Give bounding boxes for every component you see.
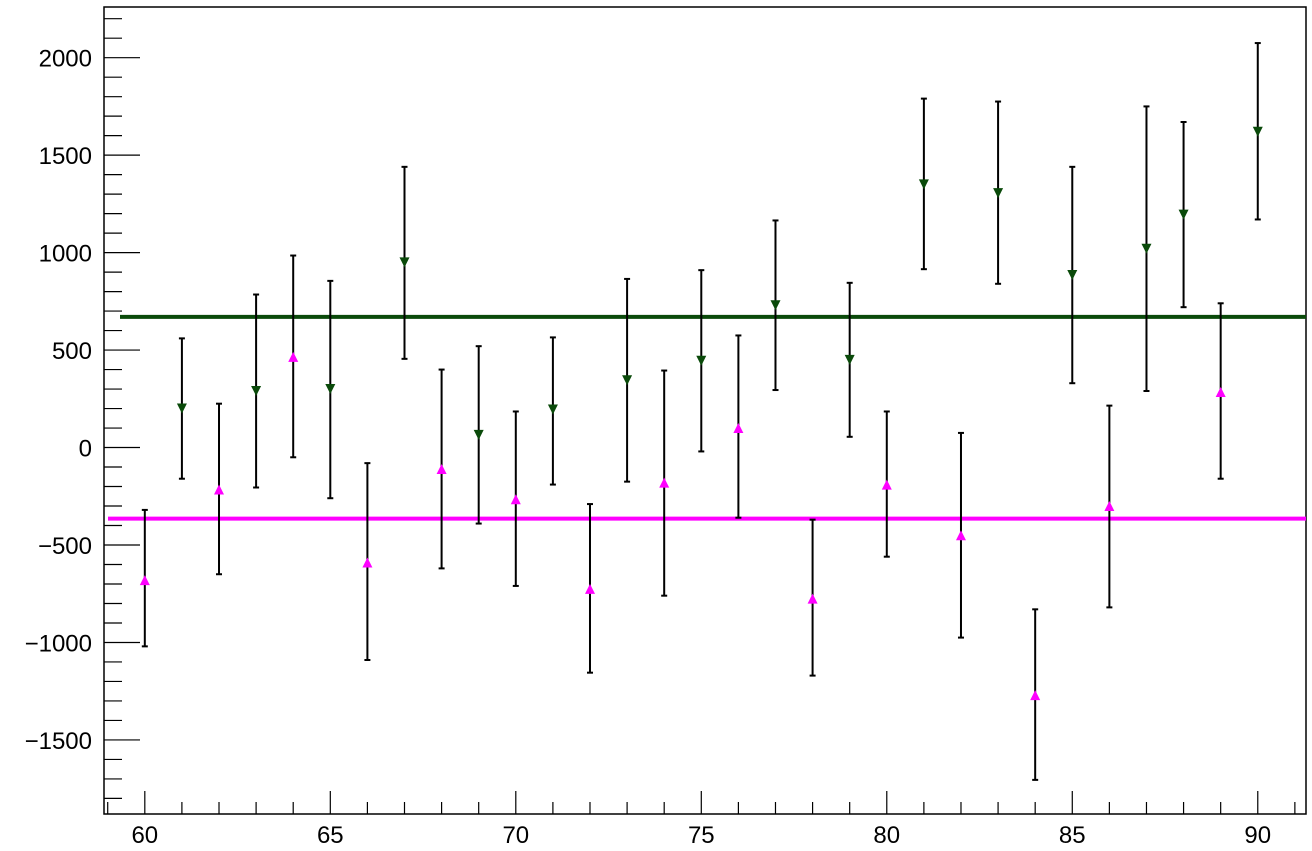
data-point-marker (696, 355, 707, 366)
x-tick-label: 75 (688, 822, 715, 849)
y-tick-label: 0 (79, 436, 92, 463)
y-tick-label: −1000 (25, 630, 92, 657)
y-tick-label: 500 (52, 338, 92, 365)
x-tick-label: 90 (1244, 822, 1271, 849)
y-tick-label: −500 (38, 533, 92, 560)
data-point-marker (733, 423, 744, 434)
y-tick-label: 1500 (39, 143, 92, 170)
y-tick-label: 1000 (39, 241, 92, 268)
error-bars (141, 42, 1261, 781)
x-tick-label: 60 (131, 822, 158, 849)
y-tick-label: −1500 (25, 728, 92, 755)
data-point-marker (176, 403, 187, 414)
data-point-marker (1215, 386, 1226, 397)
data-point-marker (1141, 243, 1152, 254)
data-point-marker (362, 557, 373, 568)
data-point-marker (1067, 270, 1078, 281)
data-point-marker (881, 479, 892, 490)
data-point-marker (139, 575, 150, 586)
data-point-marker (510, 494, 521, 505)
data-point-marker (399, 257, 410, 268)
x-tick-label: 80 (873, 822, 900, 849)
data-point-marker (622, 375, 633, 386)
data-point-marker (807, 593, 818, 604)
data-point-marker (1178, 209, 1189, 220)
y-axis: −1500 −1000 −500 0 500 1000 1500 2000 (25, 18, 140, 800)
data-point-marker (1030, 690, 1041, 701)
data-point-marker (251, 386, 262, 397)
data-point-marker (214, 484, 225, 495)
data-point-marker (770, 300, 781, 311)
data-point-marker (659, 477, 670, 488)
fit-lines (108, 314, 1306, 521)
data-point-marker (1252, 126, 1263, 137)
data-point-marker (844, 354, 855, 365)
data-point-marker (547, 404, 558, 415)
plot-frame (103, 6, 1307, 815)
x-tick-label: 65 (317, 822, 344, 849)
data-point-marker (955, 530, 966, 541)
data-point-marker (1104, 501, 1115, 512)
x-tick-label: 70 (502, 822, 529, 849)
y-tick-label: 2000 (39, 46, 92, 73)
data-point-marker (584, 583, 595, 594)
x-axis: 60 65 70 75 80 85 90 (107, 791, 1296, 849)
data-point-marker (473, 429, 484, 440)
markers (139, 126, 1263, 701)
data-point-marker (288, 351, 299, 362)
x-tick-label: 85 (1059, 822, 1086, 849)
plot-border (103, 6, 1307, 815)
data-point-marker (325, 384, 336, 395)
data-point-marker (918, 179, 929, 190)
data-point-marker (993, 188, 1004, 199)
data-point-marker (436, 463, 447, 474)
